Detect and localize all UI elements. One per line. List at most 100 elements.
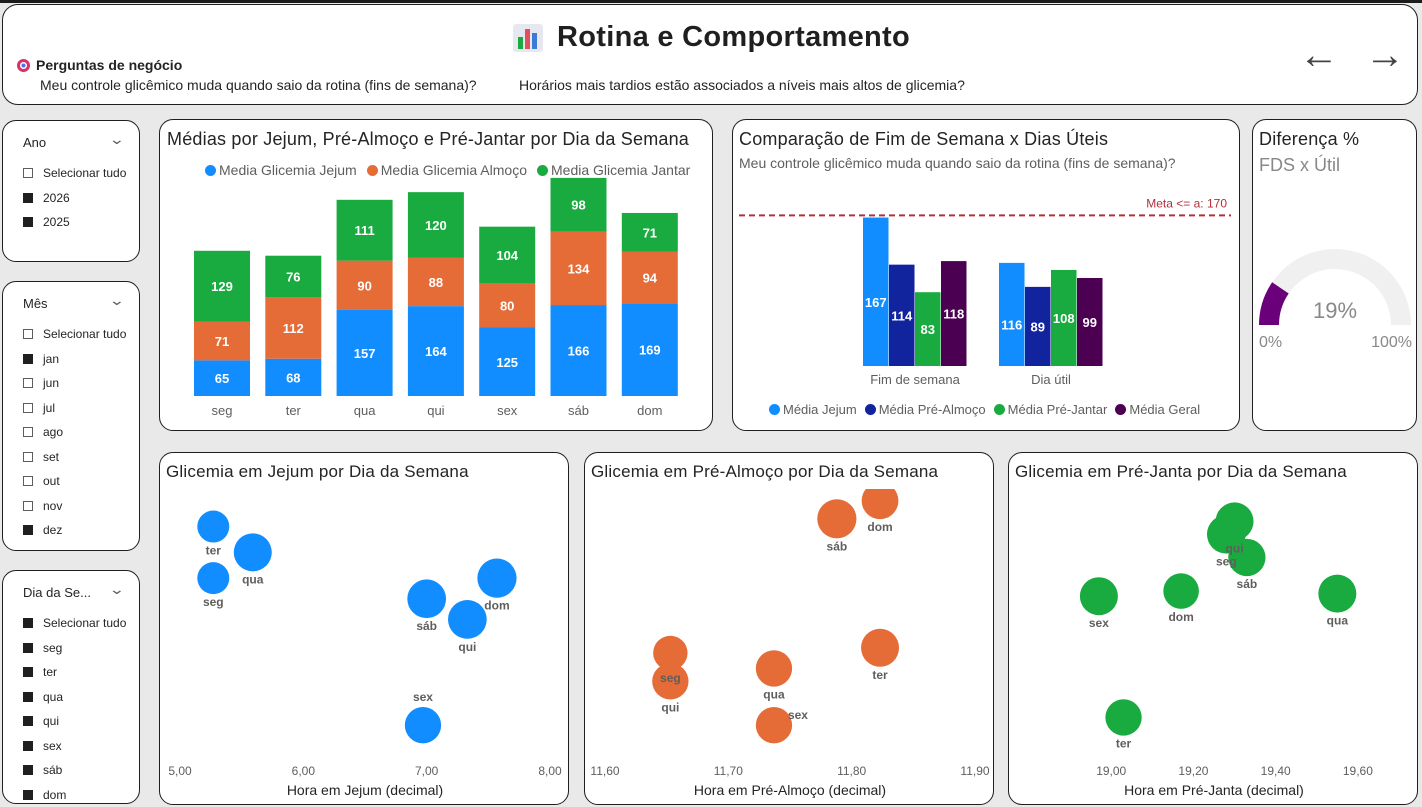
checkbox[interactable] <box>23 667 33 678</box>
checkbox[interactable] <box>23 525 33 536</box>
slicer-option[interactable]: qui <box>23 709 126 734</box>
bar-segment <box>407 192 464 258</box>
legend-item: Média Pré-Jantar <box>993 402 1107 417</box>
bar <box>889 264 915 366</box>
slicer-option[interactable]: Selecionar tudo <box>23 161 126 186</box>
checkbox[interactable] <box>23 500 33 511</box>
bar-segment <box>336 199 393 261</box>
data-label: 108 <box>1053 311 1075 326</box>
jejum-x-axis-label: Hora em Jejum (decimal) <box>286 782 444 798</box>
point-label: qui <box>458 640 476 654</box>
bar-segment <box>265 358 322 396</box>
slicer-option[interactable]: dez <box>23 518 126 543</box>
point-label: sáb <box>1237 577 1258 591</box>
point-label: sex <box>788 708 808 722</box>
x-tick-label: seg <box>212 403 233 418</box>
points-group <box>1079 502 1357 736</box>
data-label: 83 <box>921 322 935 337</box>
bar-segment <box>194 250 250 322</box>
slicer-option[interactable]: nov <box>23 494 126 519</box>
legend-label: Media Glicemia Jejum <box>219 162 357 178</box>
slicer-option[interactable]: set <box>23 445 126 470</box>
slicer-option[interactable]: ter <box>23 660 126 685</box>
legend-label: Média Jejum <box>783 402 857 417</box>
data-label: 164 <box>425 344 447 359</box>
arrow-left-icon[interactable]: ← <box>1299 33 1339 77</box>
slicer-option[interactable]: dom <box>23 783 126 804</box>
checkbox[interactable] <box>23 192 33 203</box>
scatter-point <box>197 510 230 543</box>
slicer-option-label: Selecionar tudo <box>43 327 127 342</box>
header-panel: Rotina e Comportamento Perguntas de negó… <box>2 4 1418 105</box>
slicer-option[interactable]: Selecionar tudo <box>23 611 126 636</box>
slicer-option[interactable]: sex <box>23 734 126 759</box>
bar <box>999 262 1025 366</box>
chevron-down-icon[interactable]: ⌄ <box>108 131 126 147</box>
jejum-scatter-panel: Glicemia em Jejum por Dia da Semana 5,00… <box>159 452 569 805</box>
data-label: 89 <box>1031 319 1045 334</box>
jejum-scatter-title: Glicemia em Jejum por Dia da Semana <box>166 462 469 481</box>
checkbox[interactable] <box>23 789 33 800</box>
x-tick-label: 11,80 <box>837 764 866 778</box>
slicer-option[interactable]: out <box>23 469 126 494</box>
checkbox[interactable] <box>23 427 33 438</box>
slicer-option-label: sáb <box>43 763 63 778</box>
data-label: 71 <box>215 334 229 349</box>
checkbox[interactable] <box>23 691 33 702</box>
bar-segment <box>621 251 678 304</box>
checkbox[interactable] <box>23 217 33 228</box>
checkbox[interactable] <box>23 329 33 340</box>
slicer-option[interactable]: 2025 <box>23 210 126 235</box>
checkbox[interactable] <box>23 765 33 776</box>
slicer-option-label: jun <box>43 376 60 391</box>
legend-dot <box>537 164 548 176</box>
page-title-row: Rotina e Comportamento <box>513 21 910 54</box>
slicer-option[interactable]: 2026 <box>23 186 126 211</box>
stacked-legend: Media Glicemia Jejum Media Glicemia Almo… <box>205 162 690 178</box>
bar-segment <box>407 306 464 396</box>
slicer-option[interactable]: sáb <box>23 758 126 783</box>
checkbox[interactable] <box>23 402 33 413</box>
data-label: 167 <box>865 295 887 310</box>
point-label: sáb <box>827 539 848 553</box>
questions-label-row: Perguntas de negócio <box>17 57 182 73</box>
slicer-option[interactable]: jan <box>23 347 126 372</box>
arrow-right-icon[interactable]: → <box>1365 33 1405 77</box>
checkbox[interactable] <box>23 618 33 629</box>
scatter-point <box>861 489 899 520</box>
point-label: ter <box>872 668 888 682</box>
legend-dot <box>769 404 780 415</box>
checkbox[interactable] <box>23 451 33 462</box>
slicer-option[interactable]: seg <box>23 636 126 661</box>
slicer-dia-title: Dia da Se... <box>23 585 91 600</box>
slicer-option-label: Selecionar tudo <box>43 616 127 631</box>
checkbox[interactable] <box>23 740 33 751</box>
slicer-option[interactable]: jun <box>23 371 126 396</box>
point-label: seg <box>1216 555 1237 569</box>
checkbox[interactable] <box>23 642 33 653</box>
chevron-down-icon[interactable]: ⌄ <box>108 581 126 597</box>
slicer-option[interactable]: jul <box>23 396 126 421</box>
scatter-point <box>448 600 487 639</box>
gauge-max-label: 100% <box>1371 334 1412 351</box>
data-label: 116 <box>1001 317 1022 332</box>
bar <box>1051 269 1077 366</box>
checkbox[interactable] <box>23 476 33 487</box>
point-label: ter <box>206 544 222 558</box>
checkbox[interactable] <box>23 353 33 364</box>
checkbox[interactable] <box>23 168 33 179</box>
scatter-point <box>407 579 447 619</box>
slicer-option[interactable]: ago <box>23 420 126 445</box>
slicer-option[interactable]: qua <box>23 685 126 710</box>
checkbox[interactable] <box>23 716 33 727</box>
bar <box>941 261 967 366</box>
checkbox[interactable] <box>23 378 33 389</box>
slicer-option[interactable]: Selecionar tudo <box>23 322 126 347</box>
bar <box>915 292 941 366</box>
slicer-dia: Dia da Se... ⌄ Selecionar tudo seg ter qua q… <box>2 570 140 804</box>
point-label: dom <box>867 520 892 534</box>
scatter-point <box>653 635 688 671</box>
janta-scatter-title: Glicemia em Pré-Janta por Dia da Semana <box>1015 462 1347 481</box>
bar-segment <box>550 305 607 396</box>
chevron-down-icon[interactable]: ⌄ <box>108 292 126 308</box>
